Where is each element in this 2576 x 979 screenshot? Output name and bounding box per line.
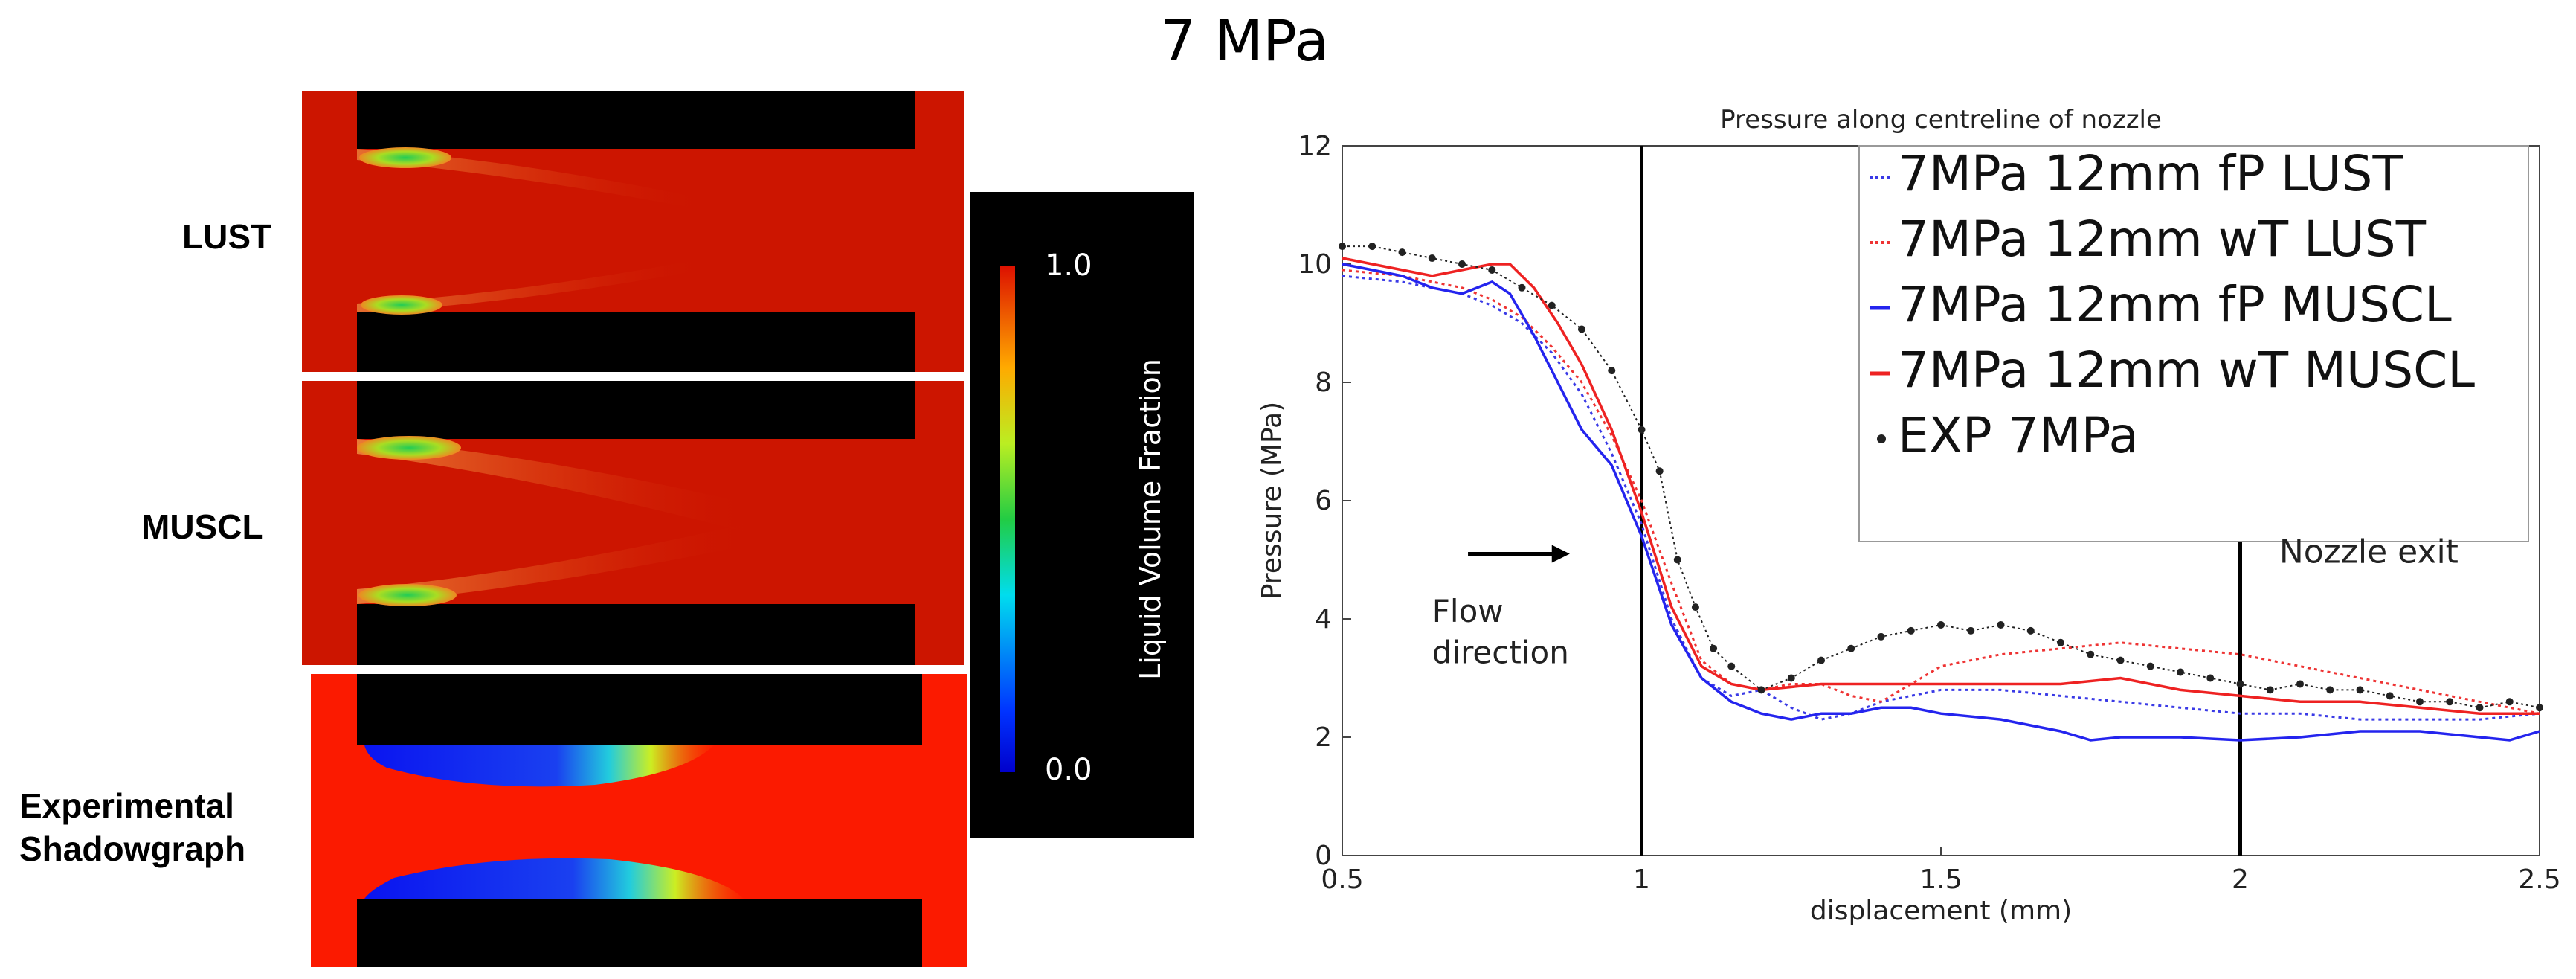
x-tick-label: 1.5 — [1919, 864, 1962, 895]
legend-label: 7MPa 12mm fP MUSCL — [1898, 276, 2452, 333]
exp-data-point — [1578, 325, 1585, 333]
x-tick-label: 2.5 — [2518, 864, 2560, 895]
exp-data-point — [1458, 260, 1466, 268]
exp-data-point — [2386, 692, 2394, 700]
x-tick-label: 2 — [2232, 864, 2249, 895]
series-line-4 — [1342, 257, 2540, 715]
exp-data-point — [2087, 650, 2095, 658]
y-tick-label: 4 — [1315, 604, 1332, 635]
exp-data-point — [2177, 668, 2184, 676]
exp-data-point — [1847, 644, 1855, 652]
exp-data-point — [2026, 626, 2035, 635]
legend-marker — [1877, 434, 1886, 443]
exp-data-point — [2116, 656, 2125, 664]
experimental-label: Experimental Shadowgraph — [19, 785, 245, 870]
series-line-1 — [1342, 275, 2540, 721]
legend-label: 7MPa 12mm wT MUSCL — [1898, 341, 2475, 399]
series-line-2 — [1342, 269, 2540, 715]
flow-direction-label-line2: direction — [1432, 635, 1569, 671]
legend-label: 7MPa 12mm wT LUST — [1898, 211, 2427, 268]
figure-title: 7 MPa — [1160, 7, 1330, 74]
colorbar-gradient — [1000, 266, 1015, 772]
colorbar-axis-label: Liquid Volume Fraction — [1134, 359, 1167, 680]
exp-data-point — [1787, 674, 1795, 682]
exp-data-point — [1608, 367, 1616, 375]
exp-data-point — [2536, 704, 2543, 712]
exp-data-point — [1655, 467, 1664, 475]
series-line-3 — [1342, 263, 2540, 742]
exp-data-point — [2146, 662, 2154, 670]
y-tick-label: 2 — [1315, 722, 1332, 753]
x-tick-label: 1 — [1633, 864, 1650, 895]
y-tick-label: 6 — [1315, 486, 1332, 516]
y-tick-label: 10 — [1298, 249, 1332, 280]
exp-data-point — [1548, 301, 1556, 309]
exp-data-point — [1907, 626, 1915, 635]
exp-data-point — [1937, 620, 1945, 629]
legend-label: 7MPa 12mm fP LUST — [1898, 145, 2403, 202]
exp-data-point — [1817, 656, 1825, 664]
exp-data-point — [2326, 686, 2334, 694]
exp-data-point — [1997, 620, 2005, 629]
colorbar-panel: 1.0 0.0 Liquid Volume Fraction — [970, 192, 1194, 838]
exp-data-point — [2356, 686, 2364, 694]
exp-data-point — [2206, 674, 2215, 682]
exp-data-point — [2236, 680, 2244, 688]
y-tick-label: 8 — [1315, 367, 1332, 398]
lust-label: LUST — [182, 217, 272, 256]
x-axis-label: displacement (mm) — [1810, 896, 2072, 926]
experimental-label-line2: Shadowgraph — [19, 829, 246, 868]
colorbar-max-label: 1.0 — [1045, 248, 1092, 283]
flow-arrow-head — [1551, 545, 1570, 563]
exp-data-point — [1757, 686, 1765, 694]
exp-data-point — [1710, 644, 1718, 652]
y-tick-label: 0 — [1315, 841, 1332, 871]
nozzle-exit-label: Nozzle exit — [2279, 533, 2459, 571]
exp-data-point — [2476, 704, 2484, 712]
y-axis-label: Pressure (MPa) — [1257, 402, 1287, 600]
exp-data-point — [2505, 698, 2514, 706]
exp-data-point — [1638, 426, 1646, 434]
exp-data-point — [1673, 556, 1681, 564]
exp-data-point — [1727, 662, 1736, 670]
exp-data-point — [1877, 632, 1885, 641]
flow-direction-label-line1: Flow — [1432, 593, 1504, 629]
muscl-panel — [302, 381, 964, 665]
exp-data-point — [1428, 254, 1436, 263]
exp-data-point — [1368, 243, 1376, 251]
exp-data-point — [1518, 283, 1526, 292]
exp-data-point — [1967, 626, 1975, 635]
lust-panel — [302, 91, 964, 372]
exp-data-point — [1488, 266, 1496, 274]
chart-title: Pressure along centreline of nozzle — [1720, 105, 2162, 135]
x-tick-label: 0.5 — [1321, 864, 1363, 895]
colorbar-min-label: 0.0 — [1045, 753, 1092, 787]
muscl-label: MUSCL — [141, 507, 263, 546]
exp-data-point — [1339, 243, 1346, 251]
flow-field-images — [297, 91, 967, 967]
pressure-chart: Pressure along centreline of nozzle 0.5 1 1… — [1257, 105, 2561, 926]
exp-data-point — [2057, 638, 2064, 646]
exp-data-point — [2266, 686, 2274, 694]
experimental-panel — [311, 674, 967, 967]
exp-data-point — [2416, 698, 2424, 706]
y-tick-label: 12 — [1298, 131, 1332, 161]
legend-box — [1858, 145, 2529, 542]
legend-label: EXP 7MPa — [1898, 407, 2139, 464]
exp-data-point — [1398, 248, 1406, 257]
exp-data-point — [2296, 680, 2304, 688]
exp-data-point — [1691, 603, 1699, 612]
exp-data-point — [2446, 698, 2454, 706]
experimental-label-line1: Experimental — [19, 786, 234, 825]
